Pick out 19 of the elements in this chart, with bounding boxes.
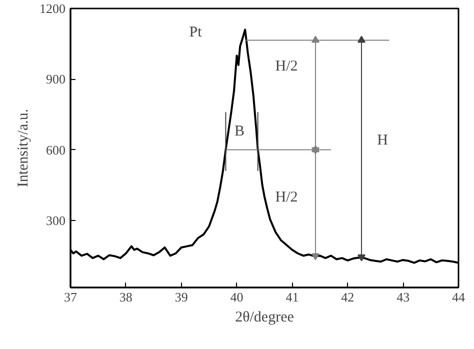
x-tick-label: 43 [396,290,410,304]
x-tick-label: 42 [341,290,354,304]
x-tick-label: 44 [452,290,466,304]
x-tick-label: 37 [64,290,78,304]
annotation: H [377,132,388,148]
y-axis-title: Intensity/a.u. [16,108,32,188]
x-tick-label: 39 [174,290,188,304]
annotation: H/2 [275,58,298,74]
annotation: Pt [189,24,203,40]
y-tick-label: 1200 [40,1,66,16]
y-tick-label: 900 [46,72,66,87]
y-tick-label: 300 [46,212,66,228]
annotation: B [234,124,245,140]
x-tick-label: 38 [119,290,132,304]
x-tick-label: 41 [286,290,299,304]
y-tick-label: 600 [46,142,66,158]
x-tick-label: 40 [230,290,244,304]
annotation: H/2 [275,190,298,206]
x-axis-title: 2θ/degree [235,310,294,326]
